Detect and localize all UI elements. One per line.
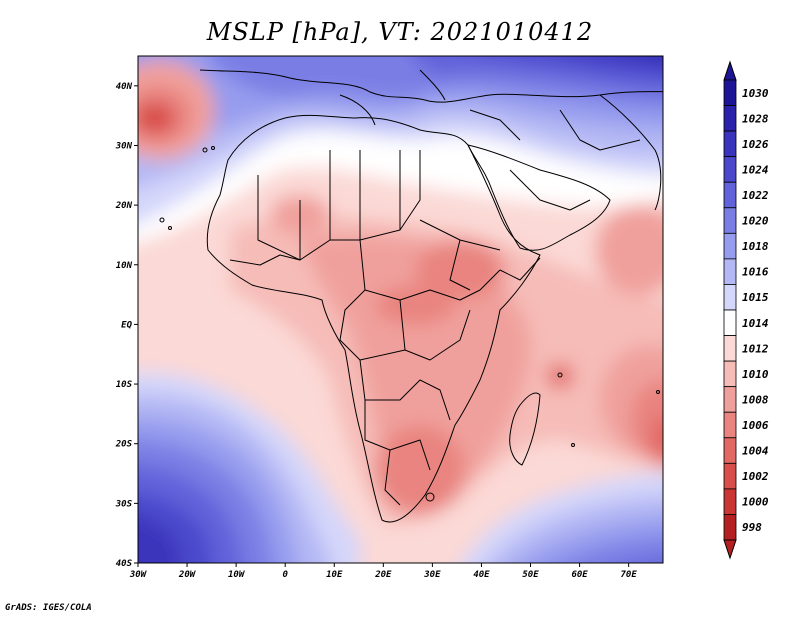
colorbar-top-arrow	[723, 60, 737, 81]
lon-tick-label: 30W	[129, 570, 148, 580]
coastlines	[199, 69, 663, 523]
credit-text: GrADS: IGES/COLA	[5, 603, 92, 613]
colorbar-label: 1015	[742, 291, 769, 304]
colorbar-swatch	[723, 386, 737, 413]
colorbar-label: 1028	[742, 112, 769, 125]
colorbar: 1030 1028 1026 1024 1022 1020 1018 1016 1015 1014…	[723, 60, 769, 560]
lat-tick-label: 40S	[116, 559, 133, 569]
colorbar-swatch	[723, 462, 737, 490]
colorbar-label: 1016	[742, 266, 769, 279]
lat-tick-label: 40N	[116, 82, 133, 92]
colorbar-label: 1010	[742, 368, 769, 381]
colorbar-swatch	[723, 514, 737, 541]
colorbar-swatch	[723, 437, 737, 464]
lon-tick-label: 60E	[571, 570, 588, 580]
lon-tick-label: 70E	[621, 570, 638, 580]
colorbar-swatch	[723, 360, 737, 388]
plot-frame	[137, 55, 664, 564]
lat-tick-label: 10N	[116, 261, 133, 271]
colorbar-swatch	[723, 207, 737, 234]
colorbar-label: 1008	[742, 393, 769, 406]
colorbar-swatch	[723, 258, 737, 285]
colorbar-label: 998	[742, 521, 762, 534]
colorbar-swatch	[723, 309, 737, 336]
lon-tick-label: 20W	[178, 570, 197, 580]
colorbar-label: 1022	[742, 189, 769, 202]
lon-tick-label: 10W	[228, 570, 246, 580]
lon-tick-label: 30E	[423, 570, 441, 580]
pressure-field	[138, 56, 663, 563]
colorbar-label: 1026	[742, 138, 769, 151]
colorbar-swatch	[723, 284, 737, 311]
lat-tick-label: 30S	[115, 499, 133, 509]
lat-tick-label: 10S	[116, 380, 133, 390]
lon-tick-label: 50E	[522, 570, 539, 580]
colorbar-label: 1002	[742, 470, 769, 483]
colorbar-swatch	[723, 411, 737, 439]
colorbar-bottom-arrow	[723, 539, 737, 560]
lat-tick-label: 20N	[115, 201, 133, 211]
lon-tick-label: 20E	[374, 570, 392, 580]
colorbar-swatch	[723, 105, 737, 132]
lon-tick-label: 10E	[326, 570, 343, 580]
colorbar-swatch	[723, 156, 737, 183]
colorbar-label: 1018	[742, 240, 769, 253]
colorbar-label: 1006	[742, 419, 769, 432]
colorbar-label: 1030	[742, 87, 769, 100]
colorbar-label: 1014	[742, 317, 769, 330]
colorbar-swatch	[723, 335, 737, 362]
lat-tick-label: EQ	[121, 320, 132, 330]
colorbar-label: 1004	[742, 445, 769, 458]
colorbar-label: 1024	[742, 163, 769, 176]
lat-tick-label: 30N	[115, 141, 133, 151]
longitude-axis: 30W 20W 10W 0 10E 20E 30E 40E 50E 60E 70E	[129, 563, 637, 580]
colorbar-swatch	[723, 181, 737, 209]
islands	[159, 146, 660, 502]
map-title: MSLP [hPa], VT: 2021010412	[206, 18, 594, 46]
colorbar-label: 1020	[742, 215, 769, 228]
colorbar-label: 1000	[742, 496, 769, 509]
colorbar-swatch	[723, 488, 737, 515]
colorbar-label: 1012	[742, 342, 769, 355]
latitude-axis: 40N 30N 20N 10N EQ 10S 20S 30S 40S	[115, 82, 138, 569]
colorbar-swatch	[723, 232, 737, 260]
lat-tick-label: 20S	[115, 440, 133, 450]
lon-tick-label: 0	[282, 570, 288, 580]
lon-tick-label: 40E	[473, 570, 490, 580]
colorbar-swatch	[723, 79, 737, 106]
colorbar-swatch	[723, 130, 737, 158]
